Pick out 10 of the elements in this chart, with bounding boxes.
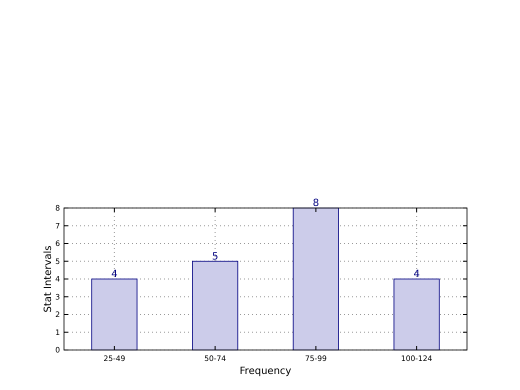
data-label: 4 (413, 269, 420, 280)
bar (394, 278, 440, 350)
bar (192, 260, 238, 350)
y-axis-title: Stat Intervals (43, 245, 54, 313)
data-label: 8 (312, 198, 320, 209)
bar (292, 208, 339, 350)
bar (91, 278, 138, 350)
data-label: 5 (212, 251, 218, 262)
data-label: 4 (111, 269, 118, 280)
x-axis-title: Frequency (240, 366, 292, 377)
